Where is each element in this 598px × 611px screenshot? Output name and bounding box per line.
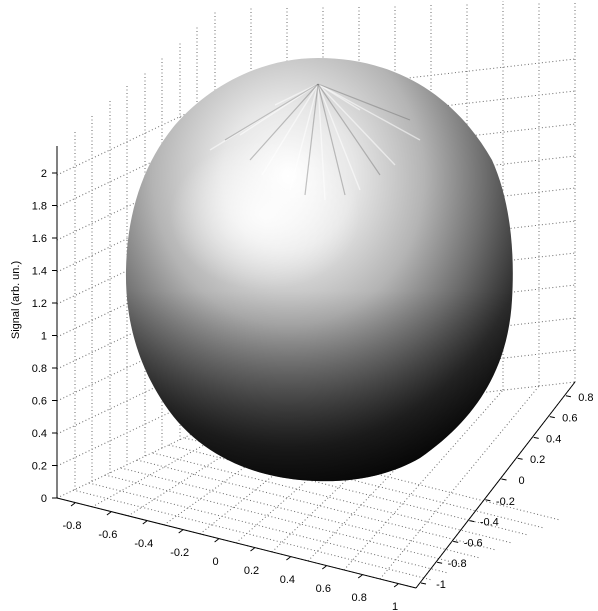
x-tick-label: -0.2	[170, 547, 189, 559]
sphere-surface	[125, 58, 513, 482]
z-tick-labels: 0 0.2 0.4 0.6 0.8 1 1.2 1.4 1.6 1.8 2	[32, 168, 57, 505]
x-tick-label: -0.8	[63, 520, 82, 532]
sphere-pole-folds	[209, 83, 421, 201]
y-tick-label: 0	[518, 475, 524, 487]
z-tick-label: 0	[41, 493, 47, 505]
x-tick-label: 0.6	[316, 583, 331, 595]
x-tick-labels: -0.8 -0.6 -0.4 -0.2 0 0.2 0.4 0.6 0.8 1	[63, 502, 399, 611]
x-tick-label: 0	[213, 556, 219, 568]
y-tick-mark	[517, 457, 523, 460]
y-tick-mark	[485, 499, 491, 502]
y-tick-mark	[420, 582, 427, 585]
x-tick-label: 1	[392, 601, 398, 611]
x-tick-mark	[321, 565, 327, 570]
x-axis-line	[56, 497, 417, 589]
z-tick-label: 0.8	[32, 363, 47, 375]
y-tick-mark	[501, 478, 507, 481]
y-tick-mark	[533, 436, 539, 439]
x-tick-mark	[214, 538, 219, 543]
x-tick-mark	[70, 502, 76, 507]
y-tick-label: -0.4	[480, 517, 499, 529]
y-axis-line	[415, 381, 576, 589]
z-axis-label: Signal (arb. un.)	[10, 261, 22, 339]
x-tick-mark	[250, 547, 255, 552]
y-tick-label: 0.2	[530, 454, 545, 466]
x-tick-label: 0.2	[244, 565, 259, 577]
z-tick-label: 0.4	[32, 428, 47, 440]
x-tick-label: 0.8	[352, 592, 367, 604]
axes	[56, 146, 576, 589]
y-tick-label: 0.8	[578, 392, 593, 404]
y-tick-mark	[453, 540, 459, 543]
z-tick-label: 1.4	[32, 266, 47, 278]
z-tick-label: 1.2	[32, 298, 47, 310]
y-tick-label: -0.6	[464, 537, 483, 549]
z-tick-label: 1.8	[32, 201, 47, 213]
y-tick-mark	[437, 561, 443, 564]
y-tick-label: -0.8	[448, 558, 467, 570]
x-tick-mark	[393, 583, 399, 588]
x-tick-mark	[142, 520, 148, 525]
y-tick-label: -0.2	[496, 496, 515, 508]
x-tick-mark	[286, 556, 291, 561]
z-tick-label: 2	[41, 168, 47, 180]
x-tick-label: -0.4	[134, 538, 153, 550]
x-tick-mark	[178, 529, 183, 534]
x-tick-label: 0.4	[280, 574, 295, 586]
z-tick-label: 1.6	[32, 233, 47, 245]
y-tick-label: 0.6	[562, 413, 577, 425]
sphere-highlight	[170, 140, 360, 290]
z-tick-label: 0.6	[32, 396, 47, 408]
y-tick-mark	[549, 416, 555, 419]
x-tick-mark	[106, 511, 112, 516]
x-tick-label: -0.6	[98, 529, 117, 541]
y-tick-label: -1	[436, 579, 446, 591]
z-tick-label: 0.2	[32, 461, 47, 473]
y-tick-mark	[469, 520, 475, 523]
y-tick-labels: -1-0.8 -0.6 -0.4 -0.20 0.20.40.60.8	[420, 392, 594, 591]
x-tick-mark	[357, 574, 363, 579]
y-tick-label: 0.4	[546, 433, 561, 445]
z-tick-label: 1	[41, 331, 47, 343]
y-tick-mark	[565, 395, 571, 398]
